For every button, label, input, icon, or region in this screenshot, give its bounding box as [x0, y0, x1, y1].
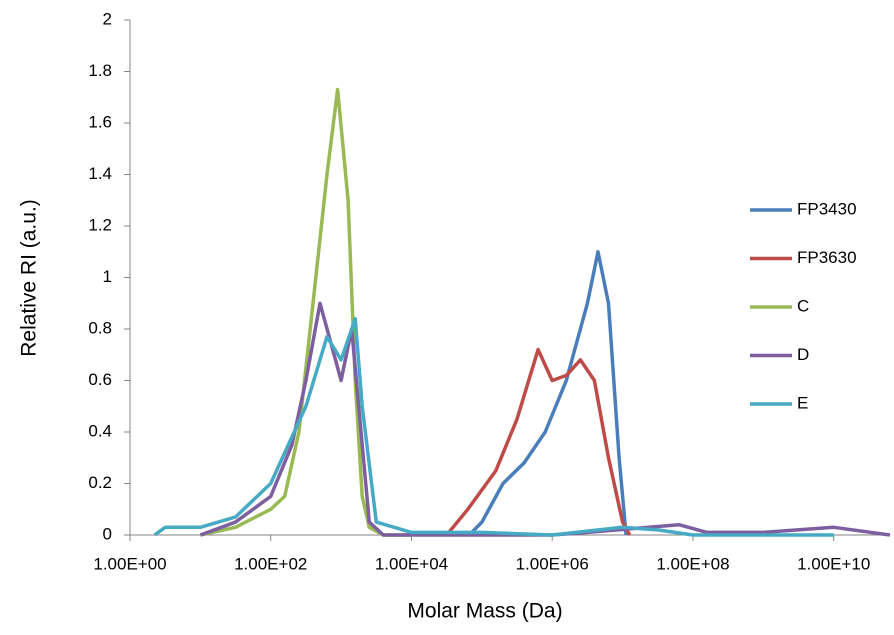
- legend-label: C: [797, 296, 809, 315]
- y-tick-label: 1.2: [88, 215, 112, 234]
- y-tick-label: 0.6: [88, 370, 112, 389]
- y-tick-label: 1.4: [88, 164, 112, 183]
- series-line: [200, 87, 412, 537]
- y-tick-label: 2: [103, 9, 112, 28]
- series-line: [199, 301, 891, 537]
- series-line: [467, 250, 628, 537]
- legend-label: D: [797, 345, 809, 364]
- y-tick-label: 0.8: [88, 318, 112, 337]
- y-tick-label: 0.4: [88, 421, 112, 440]
- x-tick-label: 1.00E+08: [656, 554, 729, 573]
- y-tick-label: 0: [103, 524, 112, 543]
- x-tick-label: 1.00E+00: [93, 554, 166, 573]
- x-tick-label: 1.00E+10: [797, 554, 870, 573]
- y-tick-label: 1.8: [88, 61, 112, 80]
- series-line: [153, 316, 834, 537]
- legend-label: FP3430: [797, 199, 857, 218]
- y-tick-label: 1: [103, 267, 112, 286]
- x-tick-label: 1.00E+06: [516, 554, 589, 573]
- x-axis-title: Molar Mass (Da): [407, 600, 562, 623]
- x-tick-label: 1.00E+04: [375, 554, 448, 573]
- y-axis-title: Relative RI (a.u.): [18, 199, 41, 357]
- x-tick-label: 1.00E+02: [234, 554, 307, 573]
- y-tick-label: 0.2: [88, 473, 112, 492]
- legend-label: FP3630: [797, 248, 857, 267]
- legend-label: E: [797, 393, 808, 412]
- y-tick-label: 1.6: [88, 112, 112, 131]
- series-line: [445, 347, 632, 537]
